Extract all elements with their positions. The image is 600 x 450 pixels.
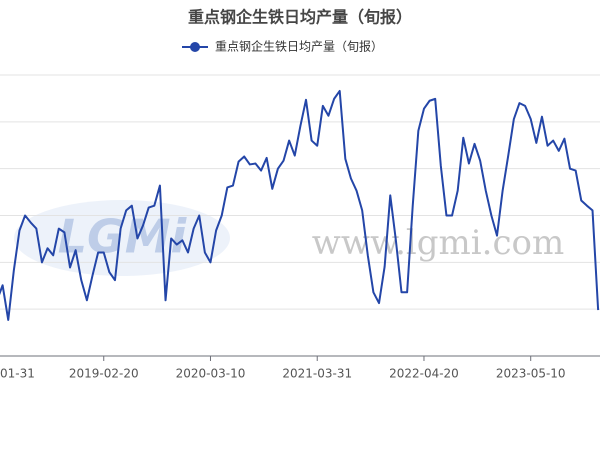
chart-title: 重点钢企生铁日均产量（旬报） [188,8,412,27]
x-tick-label: 2019-02-20 [69,367,139,381]
legend-marker [190,42,200,52]
legend-label: 重点钢企生铁日均产量（旬报） [215,39,383,54]
watermark: www.lgmi.com [312,223,564,263]
logo: LGMi [58,210,188,264]
x-tick-label: 2023-05-10 [496,367,566,381]
x-tick-label: 2020-03-10 [176,367,246,381]
legend-item: 重点钢企生铁日均产量（旬报） [182,39,383,54]
x-tick-label: 2021-03-31 [282,367,352,381]
x-tick-label: 2022-04-20 [389,367,459,381]
x-tick-label: 01-31 [0,367,35,381]
series-line [0,89,600,321]
